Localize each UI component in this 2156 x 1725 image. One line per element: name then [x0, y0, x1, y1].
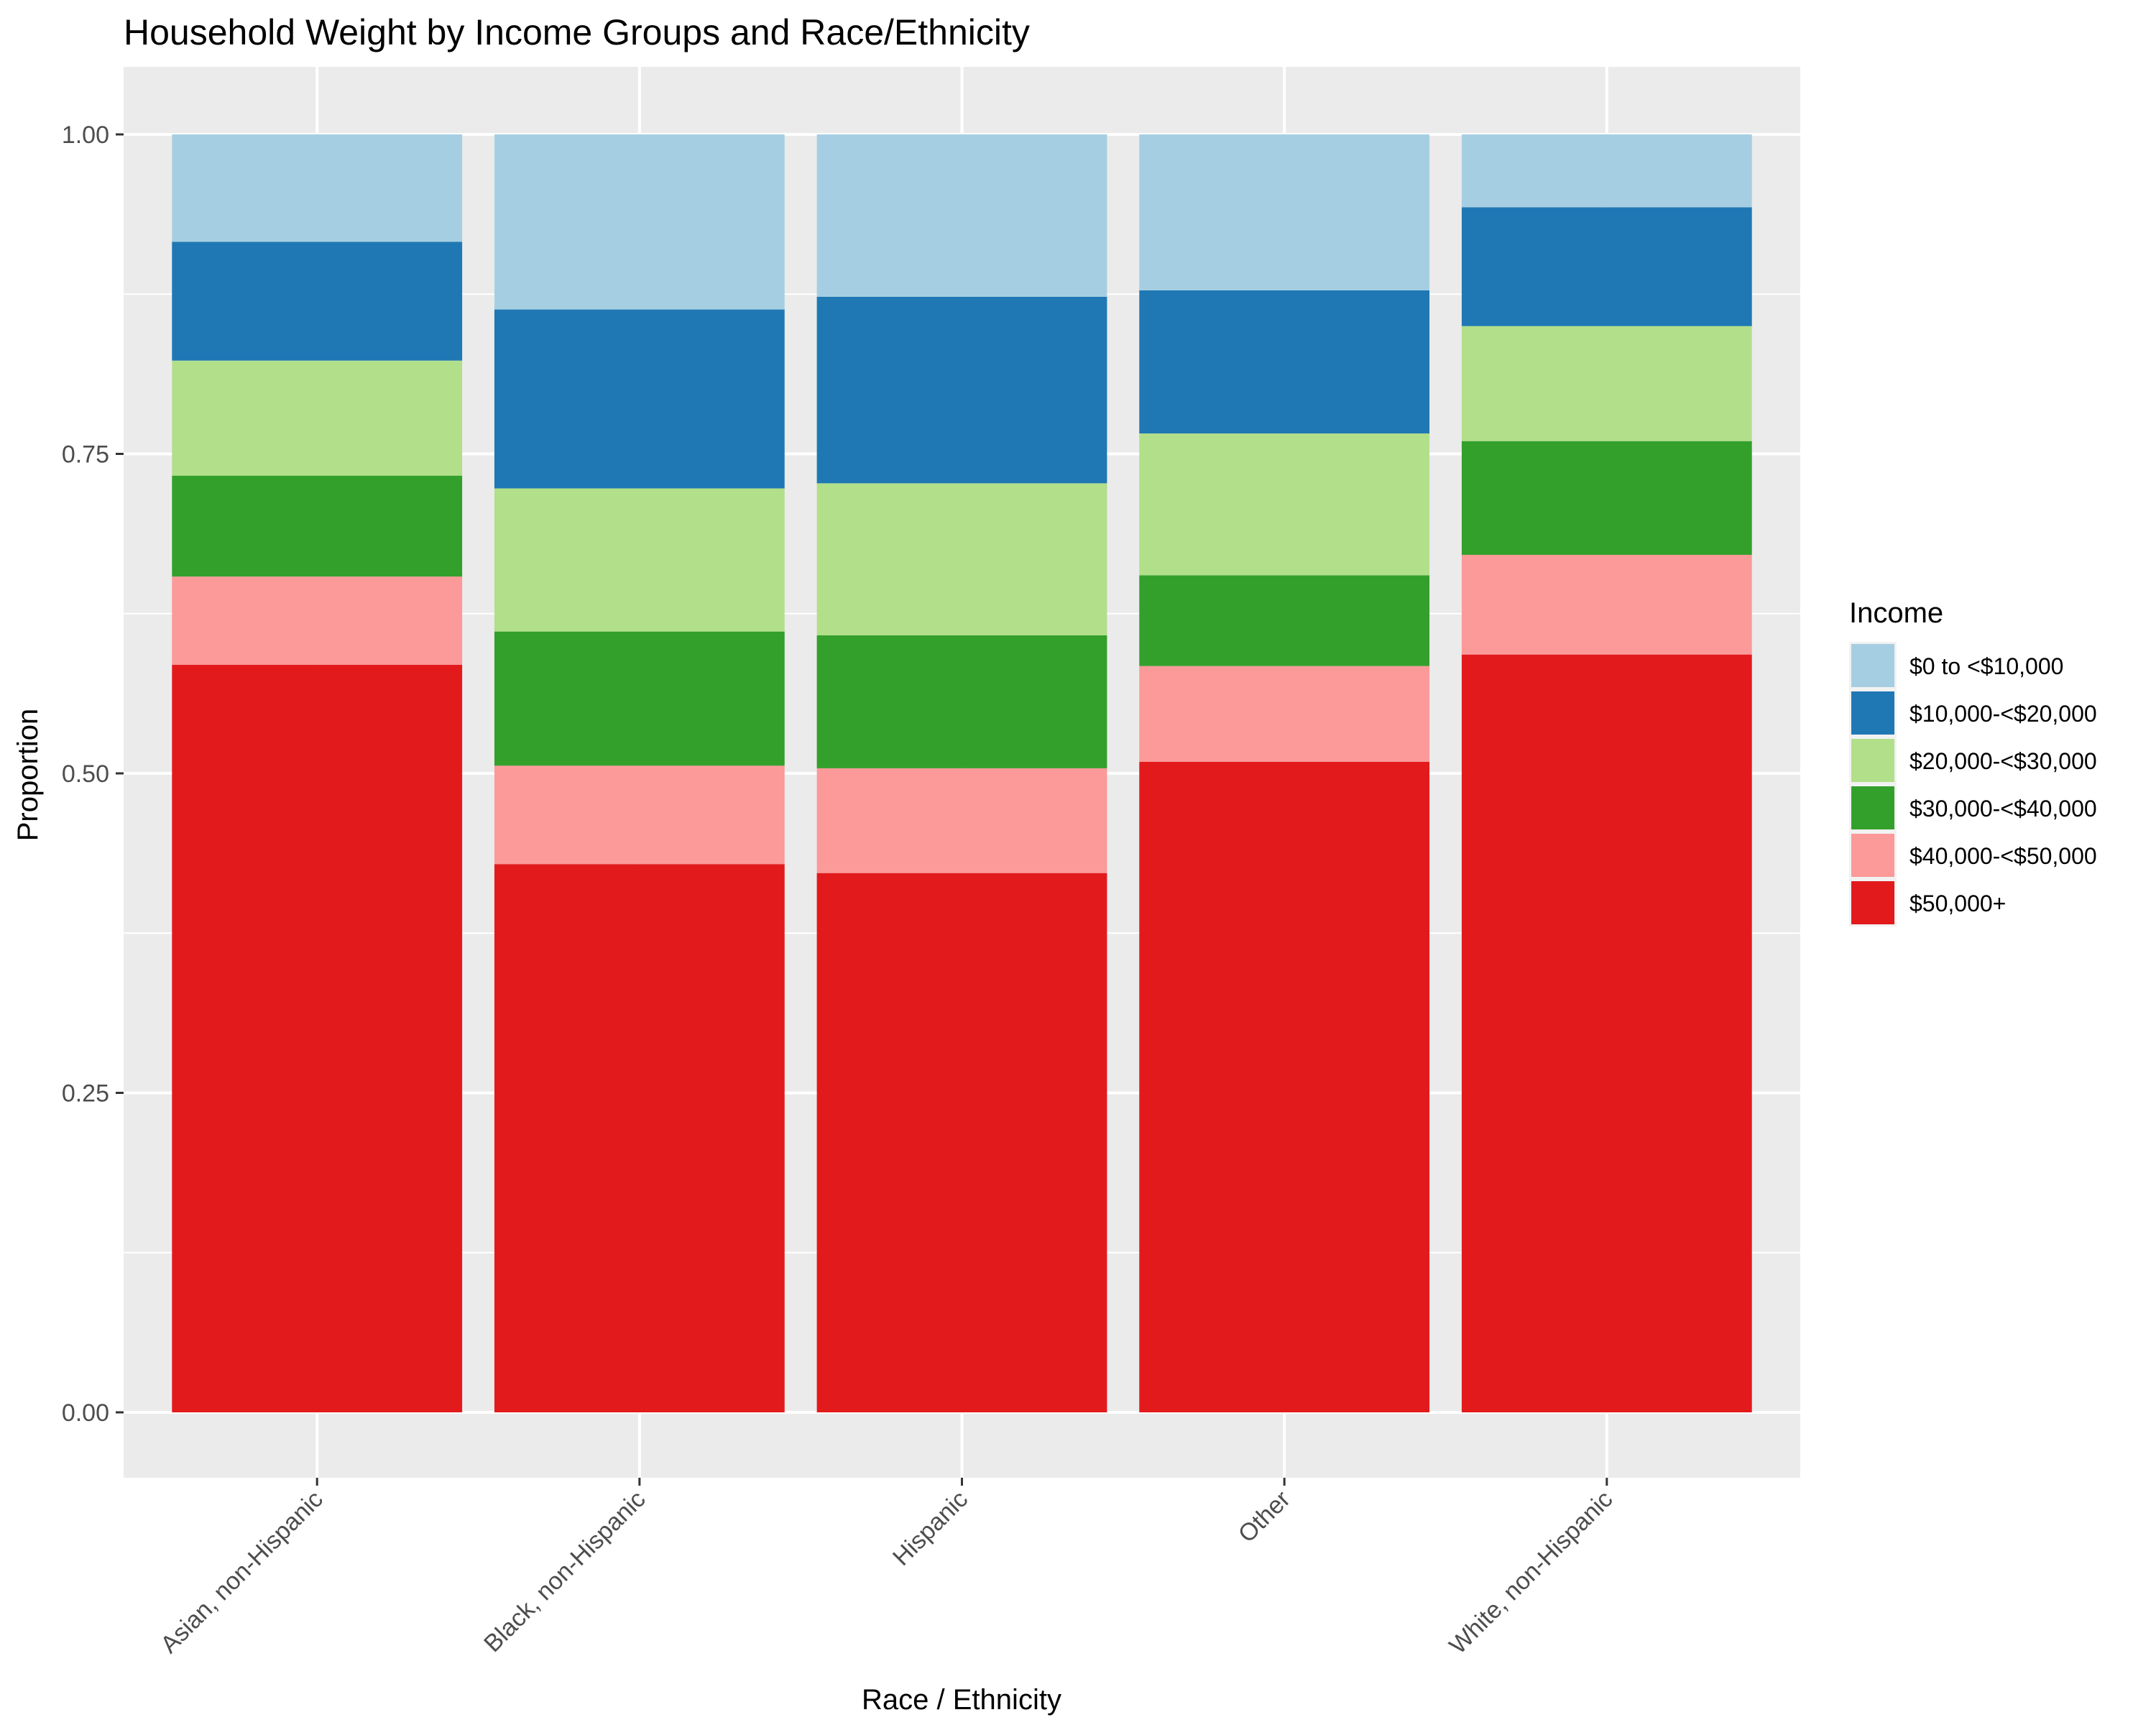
bar-segment — [494, 765, 785, 865]
legend-title: Income — [1849, 597, 1943, 629]
bar-segment — [1139, 134, 1430, 290]
legend-swatch — [1851, 786, 1894, 829]
bar-segment — [1461, 326, 1752, 441]
legend-label: $10,000-<$20,000 — [1909, 701, 2097, 727]
bar-segment — [494, 488, 785, 632]
legend-label: $0 to <$10,000 — [1909, 653, 2063, 679]
bar-segment — [172, 475, 463, 577]
bar-segment — [1461, 441, 1752, 555]
y-axis: 0.00 0.25 0.50 0.75 1.00 — [62, 121, 124, 1427]
legend-swatch — [1851, 834, 1894, 877]
bar-segment — [1139, 290, 1430, 434]
bar-segment — [494, 864, 785, 1412]
bar-segment — [172, 576, 463, 665]
legend-swatch — [1851, 644, 1894, 687]
bar-segment — [494, 631, 785, 766]
legend-label: $40,000-<$50,000 — [1909, 843, 2097, 869]
bar-segment — [1139, 575, 1430, 666]
bars — [172, 134, 1752, 1412]
y-tick-label: 0.25 — [62, 1080, 109, 1108]
legend-swatch — [1851, 881, 1894, 924]
bar-segment — [816, 873, 1107, 1412]
bar-segment — [494, 309, 785, 489]
legend-items: $0 to <$10,000 $10,000-<$20,000 $20,000-<$… — [1849, 642, 2097, 926]
legend-label: $20,000-<$30,000 — [1909, 748, 2097, 774]
bar-segment — [1139, 433, 1430, 576]
bar-segment — [1461, 207, 1752, 326]
legend: Income $0 to <$10,000 $10,000-<$20,000 $20… — [1849, 597, 2097, 926]
bar-segment — [172, 134, 463, 242]
chart-title: Household Weight by Income Groups and Ra… — [124, 12, 1030, 52]
bar-segment — [172, 360, 463, 476]
bar-segment — [1461, 134, 1752, 208]
y-tick-label: 0.00 — [62, 1399, 109, 1427]
legend-label: $30,000-<$40,000 — [1909, 796, 2097, 822]
bar-segment — [494, 134, 785, 310]
y-tick-label: 1.00 — [62, 121, 109, 149]
bar-segment — [172, 664, 463, 1412]
y-axis-title: Proportion — [12, 709, 44, 842]
bar-segment — [172, 242, 463, 361]
y-tick-label: 0.50 — [62, 760, 109, 788]
x-axis-title: Race / Ethnicity — [862, 1684, 1061, 1716]
bar-segment — [816, 768, 1107, 873]
legend-label: $50,000+ — [1909, 891, 2006, 916]
bar-segment — [1461, 554, 1752, 655]
bar-segment — [1461, 654, 1752, 1412]
legend-swatch — [1851, 739, 1894, 782]
bar-segment — [816, 635, 1107, 768]
bar-segment — [1139, 761, 1430, 1412]
bar-segment — [816, 296, 1107, 484]
bar-segment — [816, 134, 1107, 297]
bar-segment — [816, 483, 1107, 635]
legend-swatch — [1851, 691, 1894, 735]
y-tick-label: 0.75 — [62, 441, 109, 469]
bar-segment — [1139, 666, 1430, 762]
